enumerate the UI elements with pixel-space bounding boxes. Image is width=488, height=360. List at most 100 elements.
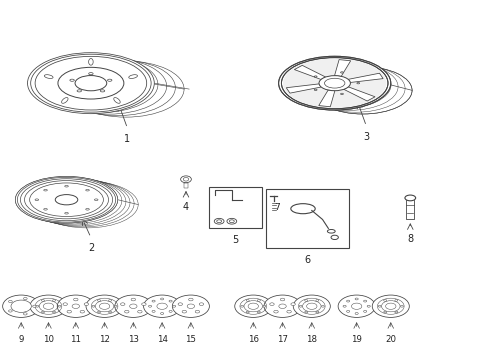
Text: 5: 5 xyxy=(232,235,238,245)
Text: 9: 9 xyxy=(19,334,24,343)
Ellipse shape xyxy=(283,58,386,108)
Ellipse shape xyxy=(199,303,203,306)
Ellipse shape xyxy=(18,177,116,222)
Polygon shape xyxy=(334,60,350,76)
Ellipse shape xyxy=(178,303,182,306)
Ellipse shape xyxy=(23,297,27,300)
Ellipse shape xyxy=(366,305,369,307)
Ellipse shape xyxy=(52,300,56,301)
Ellipse shape xyxy=(58,67,123,99)
Ellipse shape xyxy=(313,67,411,114)
Ellipse shape xyxy=(152,300,155,302)
Ellipse shape xyxy=(8,300,12,303)
Ellipse shape xyxy=(20,179,112,221)
Ellipse shape xyxy=(371,295,408,318)
Ellipse shape xyxy=(15,176,118,223)
Ellipse shape xyxy=(57,295,94,318)
Ellipse shape xyxy=(188,298,193,301)
Ellipse shape xyxy=(157,303,167,309)
Ellipse shape xyxy=(24,181,108,219)
Ellipse shape xyxy=(35,199,39,201)
Text: 17: 17 xyxy=(277,334,287,343)
Ellipse shape xyxy=(240,305,243,307)
Text: 12: 12 xyxy=(99,334,110,343)
Ellipse shape xyxy=(187,304,194,309)
Ellipse shape xyxy=(304,300,307,301)
Text: 11: 11 xyxy=(70,334,81,343)
Ellipse shape xyxy=(346,310,349,312)
Ellipse shape xyxy=(246,300,249,301)
Ellipse shape xyxy=(35,57,146,110)
Ellipse shape xyxy=(100,90,104,92)
Ellipse shape xyxy=(315,300,318,301)
Text: 6: 6 xyxy=(304,255,310,265)
Ellipse shape xyxy=(290,303,295,306)
Ellipse shape xyxy=(318,76,350,91)
Ellipse shape xyxy=(88,59,93,65)
Ellipse shape xyxy=(299,305,302,307)
Ellipse shape xyxy=(44,75,53,78)
Ellipse shape xyxy=(330,235,338,239)
Text: 8: 8 xyxy=(407,234,412,244)
Ellipse shape xyxy=(41,311,44,313)
Ellipse shape xyxy=(80,310,84,313)
Ellipse shape xyxy=(342,305,346,307)
Ellipse shape xyxy=(64,185,68,187)
Polygon shape xyxy=(347,73,382,82)
Ellipse shape xyxy=(142,303,146,306)
Ellipse shape xyxy=(160,312,163,314)
Ellipse shape xyxy=(36,305,39,307)
Text: 10: 10 xyxy=(43,334,54,343)
Ellipse shape xyxy=(394,311,397,313)
Ellipse shape xyxy=(67,310,71,313)
Ellipse shape xyxy=(169,300,172,302)
Ellipse shape xyxy=(107,79,112,81)
Ellipse shape xyxy=(148,305,151,307)
Ellipse shape xyxy=(354,312,358,314)
Ellipse shape xyxy=(280,298,284,301)
Ellipse shape xyxy=(290,204,315,214)
Ellipse shape xyxy=(114,98,120,103)
Ellipse shape xyxy=(94,199,98,201)
Ellipse shape xyxy=(216,220,221,223)
Ellipse shape xyxy=(394,300,397,301)
Ellipse shape xyxy=(97,311,100,313)
Ellipse shape xyxy=(124,310,129,313)
Ellipse shape xyxy=(64,212,68,214)
Ellipse shape xyxy=(257,300,260,301)
Ellipse shape xyxy=(43,208,47,210)
Ellipse shape xyxy=(88,73,93,75)
Polygon shape xyxy=(343,87,374,101)
Ellipse shape xyxy=(400,305,403,307)
Ellipse shape xyxy=(404,195,415,201)
Ellipse shape xyxy=(214,219,224,224)
Ellipse shape xyxy=(86,295,123,318)
Polygon shape xyxy=(285,84,321,93)
Ellipse shape xyxy=(234,295,271,318)
Ellipse shape xyxy=(152,310,155,312)
Ellipse shape xyxy=(321,305,324,307)
Ellipse shape xyxy=(264,295,301,318)
Ellipse shape xyxy=(131,298,135,301)
Ellipse shape xyxy=(73,298,78,301)
Ellipse shape xyxy=(70,79,74,81)
Ellipse shape xyxy=(8,310,12,312)
Ellipse shape xyxy=(23,313,27,315)
Ellipse shape xyxy=(263,305,265,307)
Text: 15: 15 xyxy=(185,334,196,343)
Ellipse shape xyxy=(120,303,125,306)
Ellipse shape xyxy=(63,303,67,306)
Ellipse shape xyxy=(55,195,78,205)
Ellipse shape xyxy=(183,177,188,181)
Ellipse shape xyxy=(31,54,151,112)
Ellipse shape xyxy=(92,305,95,307)
Ellipse shape xyxy=(114,305,117,307)
Ellipse shape xyxy=(293,295,330,318)
Ellipse shape xyxy=(377,305,380,307)
Ellipse shape xyxy=(195,310,199,313)
Text: 19: 19 xyxy=(350,334,361,343)
Ellipse shape xyxy=(30,295,67,318)
Bar xyxy=(266,189,348,248)
Ellipse shape xyxy=(281,58,387,109)
Ellipse shape xyxy=(383,311,386,313)
